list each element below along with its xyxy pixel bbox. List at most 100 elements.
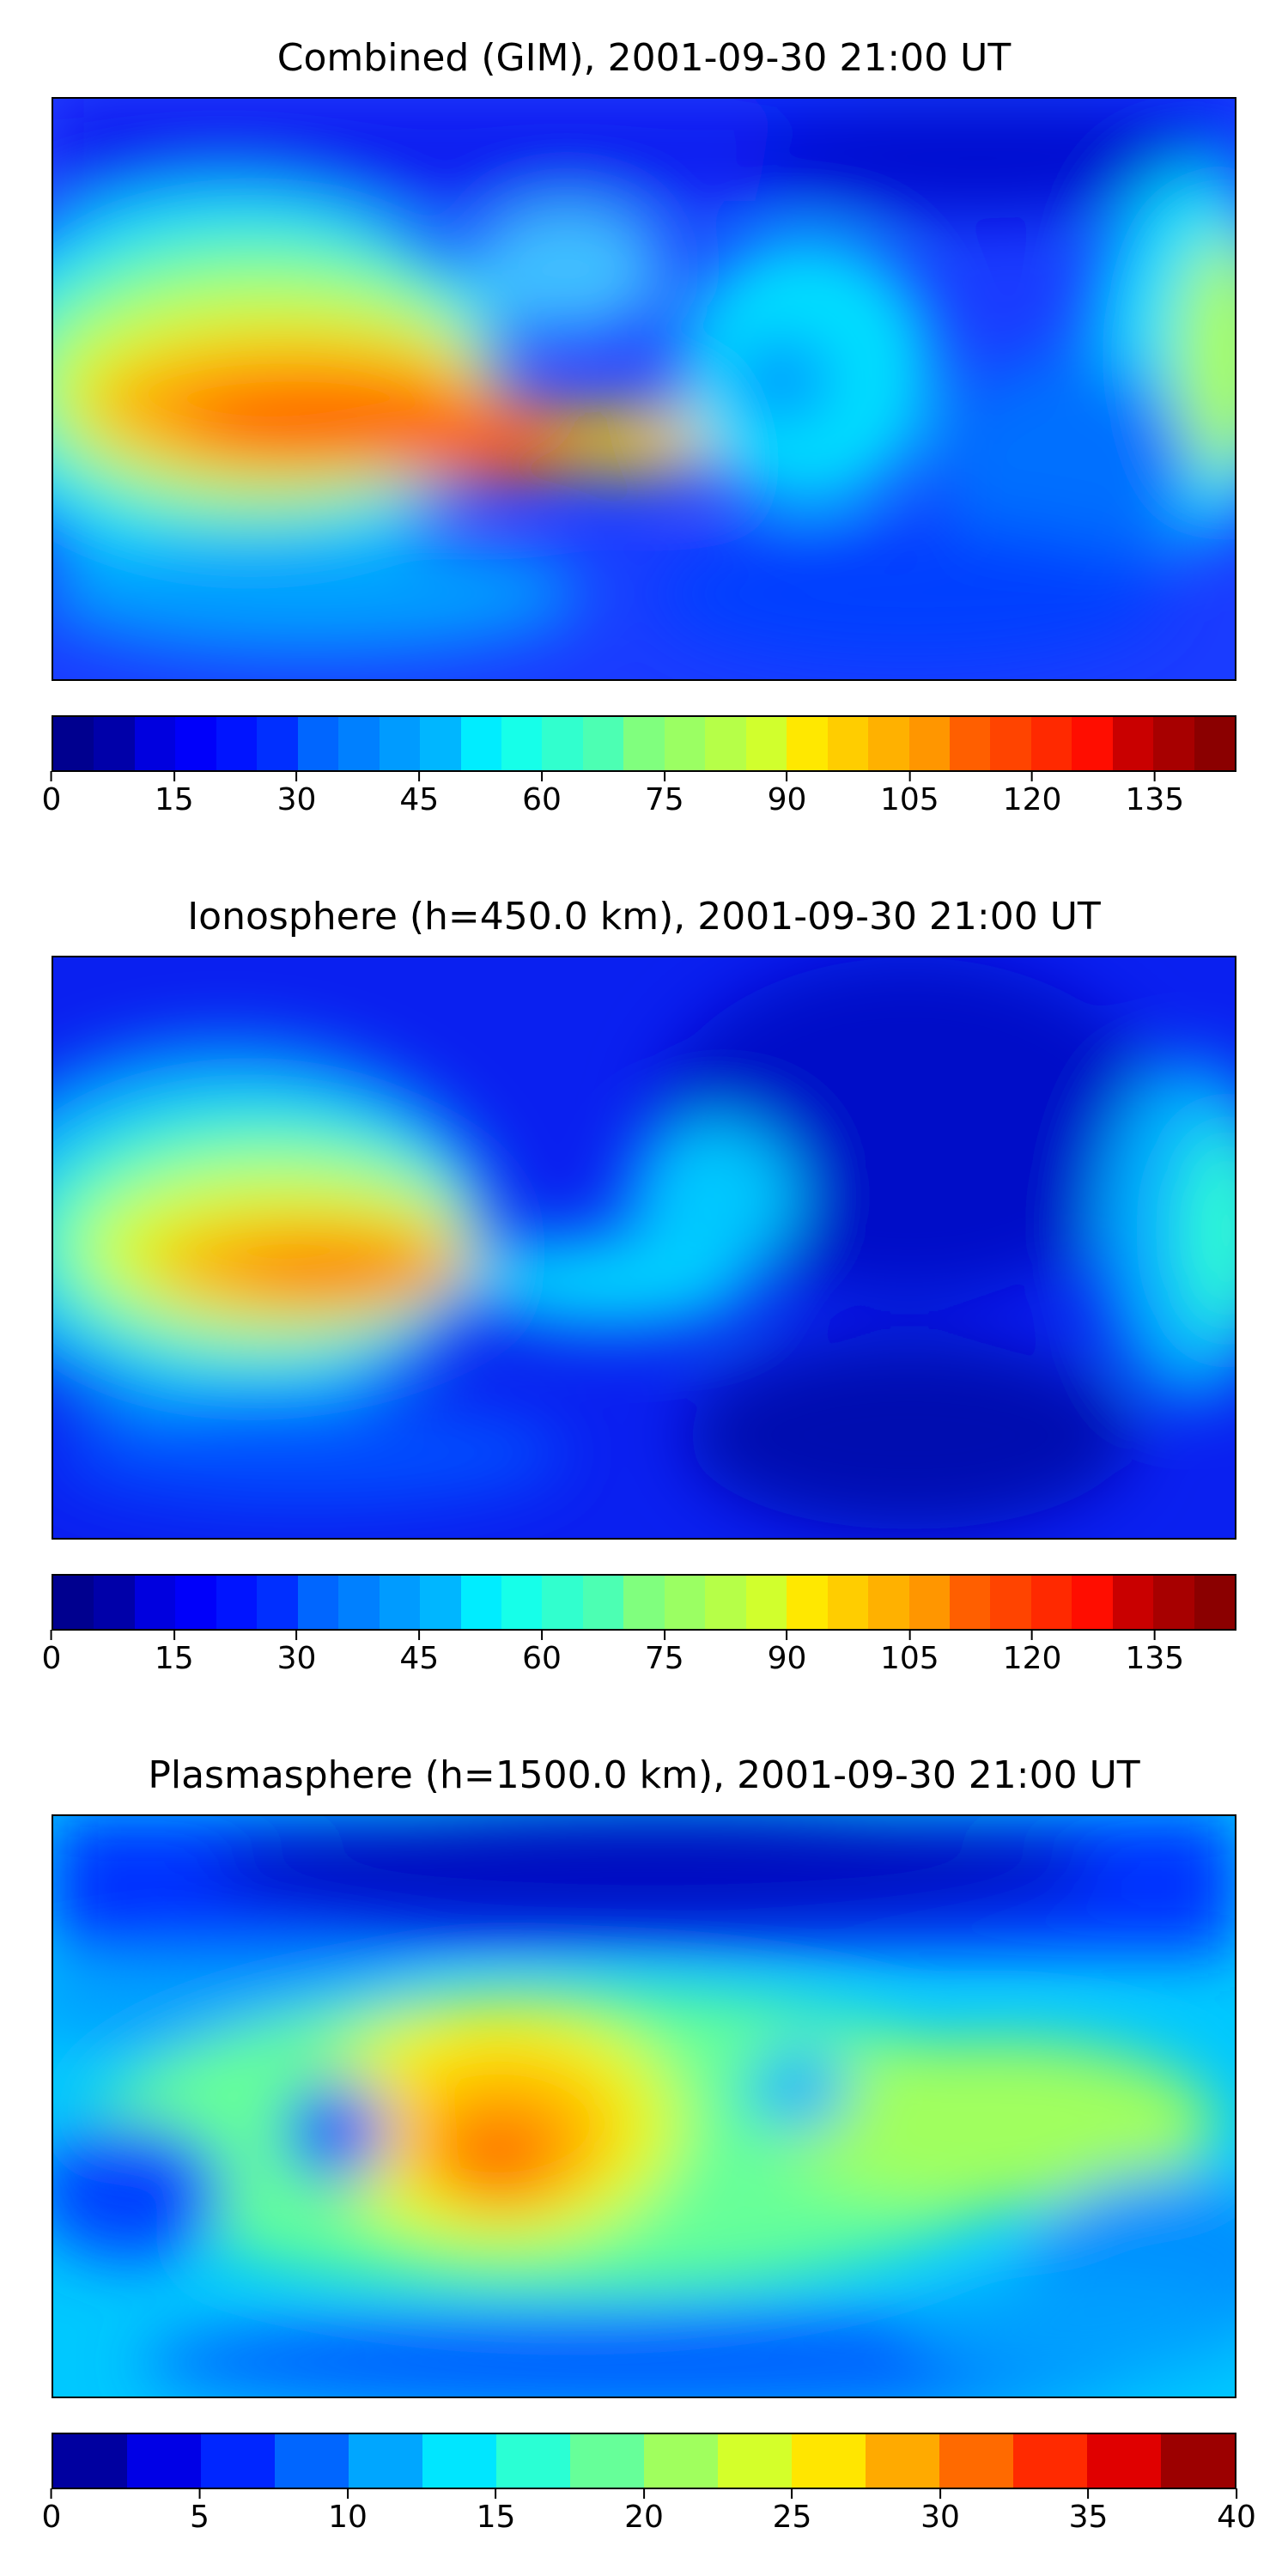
tec-field-ionosphere: [53, 957, 1235, 1538]
colorbar-tick-label: 35: [1069, 2488, 1109, 2535]
colorbar-segment: [134, 1576, 176, 1629]
colorbar-tick-label: 30: [920, 2488, 960, 2535]
colorbar-segment: [379, 717, 421, 770]
colorbar-segment: [379, 1576, 421, 1629]
colorbar-segment: [664, 717, 706, 770]
colorbar-segment: [939, 2434, 1013, 2488]
colorbar-segment: [297, 1576, 339, 1629]
colorbar-segment: [868, 1576, 909, 1629]
colorbar-segment: [216, 1576, 258, 1629]
colorbar-tick-label: 30: [277, 1630, 317, 1676]
colorbar-segment: [501, 1576, 543, 1629]
map-combined-tec: [52, 97, 1236, 681]
colorbar-tick-label: 120: [1003, 1630, 1062, 1676]
colorbar-segment: [705, 717, 746, 770]
colorbar-tick-label: 90: [768, 1630, 807, 1676]
panel-title-combined: Combined (GIM), 2001-09-30 21:00 UT: [276, 36, 1012, 80]
colorbar-segment: [460, 1576, 501, 1629]
colorbar-segment: [868, 717, 909, 770]
colorbar-segment: [990, 717, 1031, 770]
colorbar-segment: [1030, 717, 1072, 770]
colorbar-tick-label: 90: [768, 771, 807, 817]
colorbar-combined: [52, 715, 1236, 772]
colorbar-segment: [422, 2434, 496, 2488]
colorbar-segment: [623, 717, 665, 770]
colorbar-segment: [1072, 717, 1113, 770]
colorbar-segment: [338, 717, 380, 770]
colorbar-segment: [1072, 1576, 1113, 1629]
colorbar-tick-label: 135: [1125, 1630, 1184, 1676]
colorbar-ionosphere: [52, 1574, 1236, 1631]
colorbar-plasmasphere: [52, 2433, 1236, 2489]
colorbar-segment: [745, 1576, 787, 1629]
colorbar-segment: [338, 1576, 380, 1629]
colorbar-segment: [257, 717, 298, 770]
colorbar-tick-label: 120: [1003, 771, 1062, 817]
colorbar-tick-label: 25: [773, 2488, 812, 2535]
colorbar-segment: [827, 717, 869, 770]
colorbar-tick-label: 45: [399, 1630, 439, 1676]
colorbar-tick-label: 0: [42, 771, 62, 817]
colorbar-tick-label: 15: [477, 2488, 516, 2535]
panel-title-ionosphere: Ionosphere (h=450.0 km), 2001-09-30 21:0…: [187, 895, 1101, 939]
colorbar-segment: [664, 1576, 706, 1629]
tec-field-plasmasphere: [53, 1816, 1235, 2397]
colorbar-segment: [496, 2434, 570, 2488]
colorbar-segment: [570, 2434, 644, 2488]
colorbar-segment: [990, 1576, 1031, 1629]
map-ionosphere-tec: [52, 956, 1236, 1540]
colorbar-segment: [542, 1576, 583, 1629]
colorbar-segment: [297, 717, 339, 770]
colorbar-segment: [216, 717, 258, 770]
panel-title-plasmasphere: Plasmasphere (h=1500.0 km), 2001-09-30 2…: [148, 1753, 1140, 1797]
colorbar-tick-label: 105: [880, 771, 939, 817]
colorbar-segment: [718, 2434, 792, 2488]
colorbar-tick-label: 75: [645, 1630, 684, 1676]
colorbar-segment: [53, 1576, 94, 1629]
colorbar-segment: [787, 717, 828, 770]
colorbar-segment: [175, 1576, 216, 1629]
colorbar-segment: [1087, 2434, 1161, 2488]
colorbar-segment: [1194, 1576, 1236, 1629]
colorbar-tick-label: 20: [624, 2488, 664, 2535]
colorbar-segment: [644, 2434, 718, 2488]
colorbar-segment: [53, 2434, 127, 2488]
tec-field-combined: [53, 99, 1235, 679]
colorbar-segment: [705, 1576, 746, 1629]
colorbar-tick-label: 5: [190, 2488, 210, 2535]
colorbar-segment: [908, 1576, 950, 1629]
colorbar-segment: [623, 1576, 665, 1629]
colorbar-segment: [1194, 717, 1236, 770]
colorbar-ticks-ionosphere: 0 15 30 45 60 75 90 105 120 135: [42, 1630, 1236, 1681]
colorbar-segment: [420, 1576, 461, 1629]
colorbar-segment: [1153, 717, 1194, 770]
colorbar-segment: [949, 717, 991, 770]
colorbar-segment: [349, 2434, 422, 2488]
colorbar-tick-label: 60: [522, 771, 562, 817]
colorbar-segment: [908, 717, 950, 770]
colorbar-segment: [1153, 1576, 1194, 1629]
colorbar-tick-label: 135: [1125, 771, 1184, 817]
colorbar-ticks-plasmasphere: 0 5 10 15 20 25 30 35 40: [42, 2488, 1256, 2540]
colorbar-segment: [1013, 2434, 1087, 2488]
colorbar-segment: [866, 2434, 939, 2488]
colorbar-tick-label: 30: [277, 771, 317, 817]
colorbar-tick-label: 0: [42, 1630, 62, 1676]
colorbar-segment: [420, 717, 461, 770]
colorbar-segment: [792, 2434, 866, 2488]
colorbar-segment: [787, 1576, 828, 1629]
colorbar-tick-label: 60: [522, 1630, 562, 1676]
colorbar-tick-label: 15: [155, 771, 194, 817]
colorbar-segment: [460, 717, 501, 770]
colorbar-segment: [175, 717, 216, 770]
colorbar-tick-label: 0: [42, 2488, 62, 2535]
colorbar-segment: [127, 2434, 201, 2488]
colorbar-tick-label: 15: [155, 1630, 194, 1676]
colorbar-segment: [949, 1576, 991, 1629]
colorbar-segment: [94, 1576, 135, 1629]
colorbar-tick-label: 105: [880, 1630, 939, 1676]
colorbar-segment: [745, 717, 787, 770]
colorbar-segment: [1030, 1576, 1072, 1629]
colorbar-ticks-combined: 0 15 30 45 60 75 90 105 120 135: [42, 771, 1236, 823]
colorbar-segment: [257, 1576, 298, 1629]
